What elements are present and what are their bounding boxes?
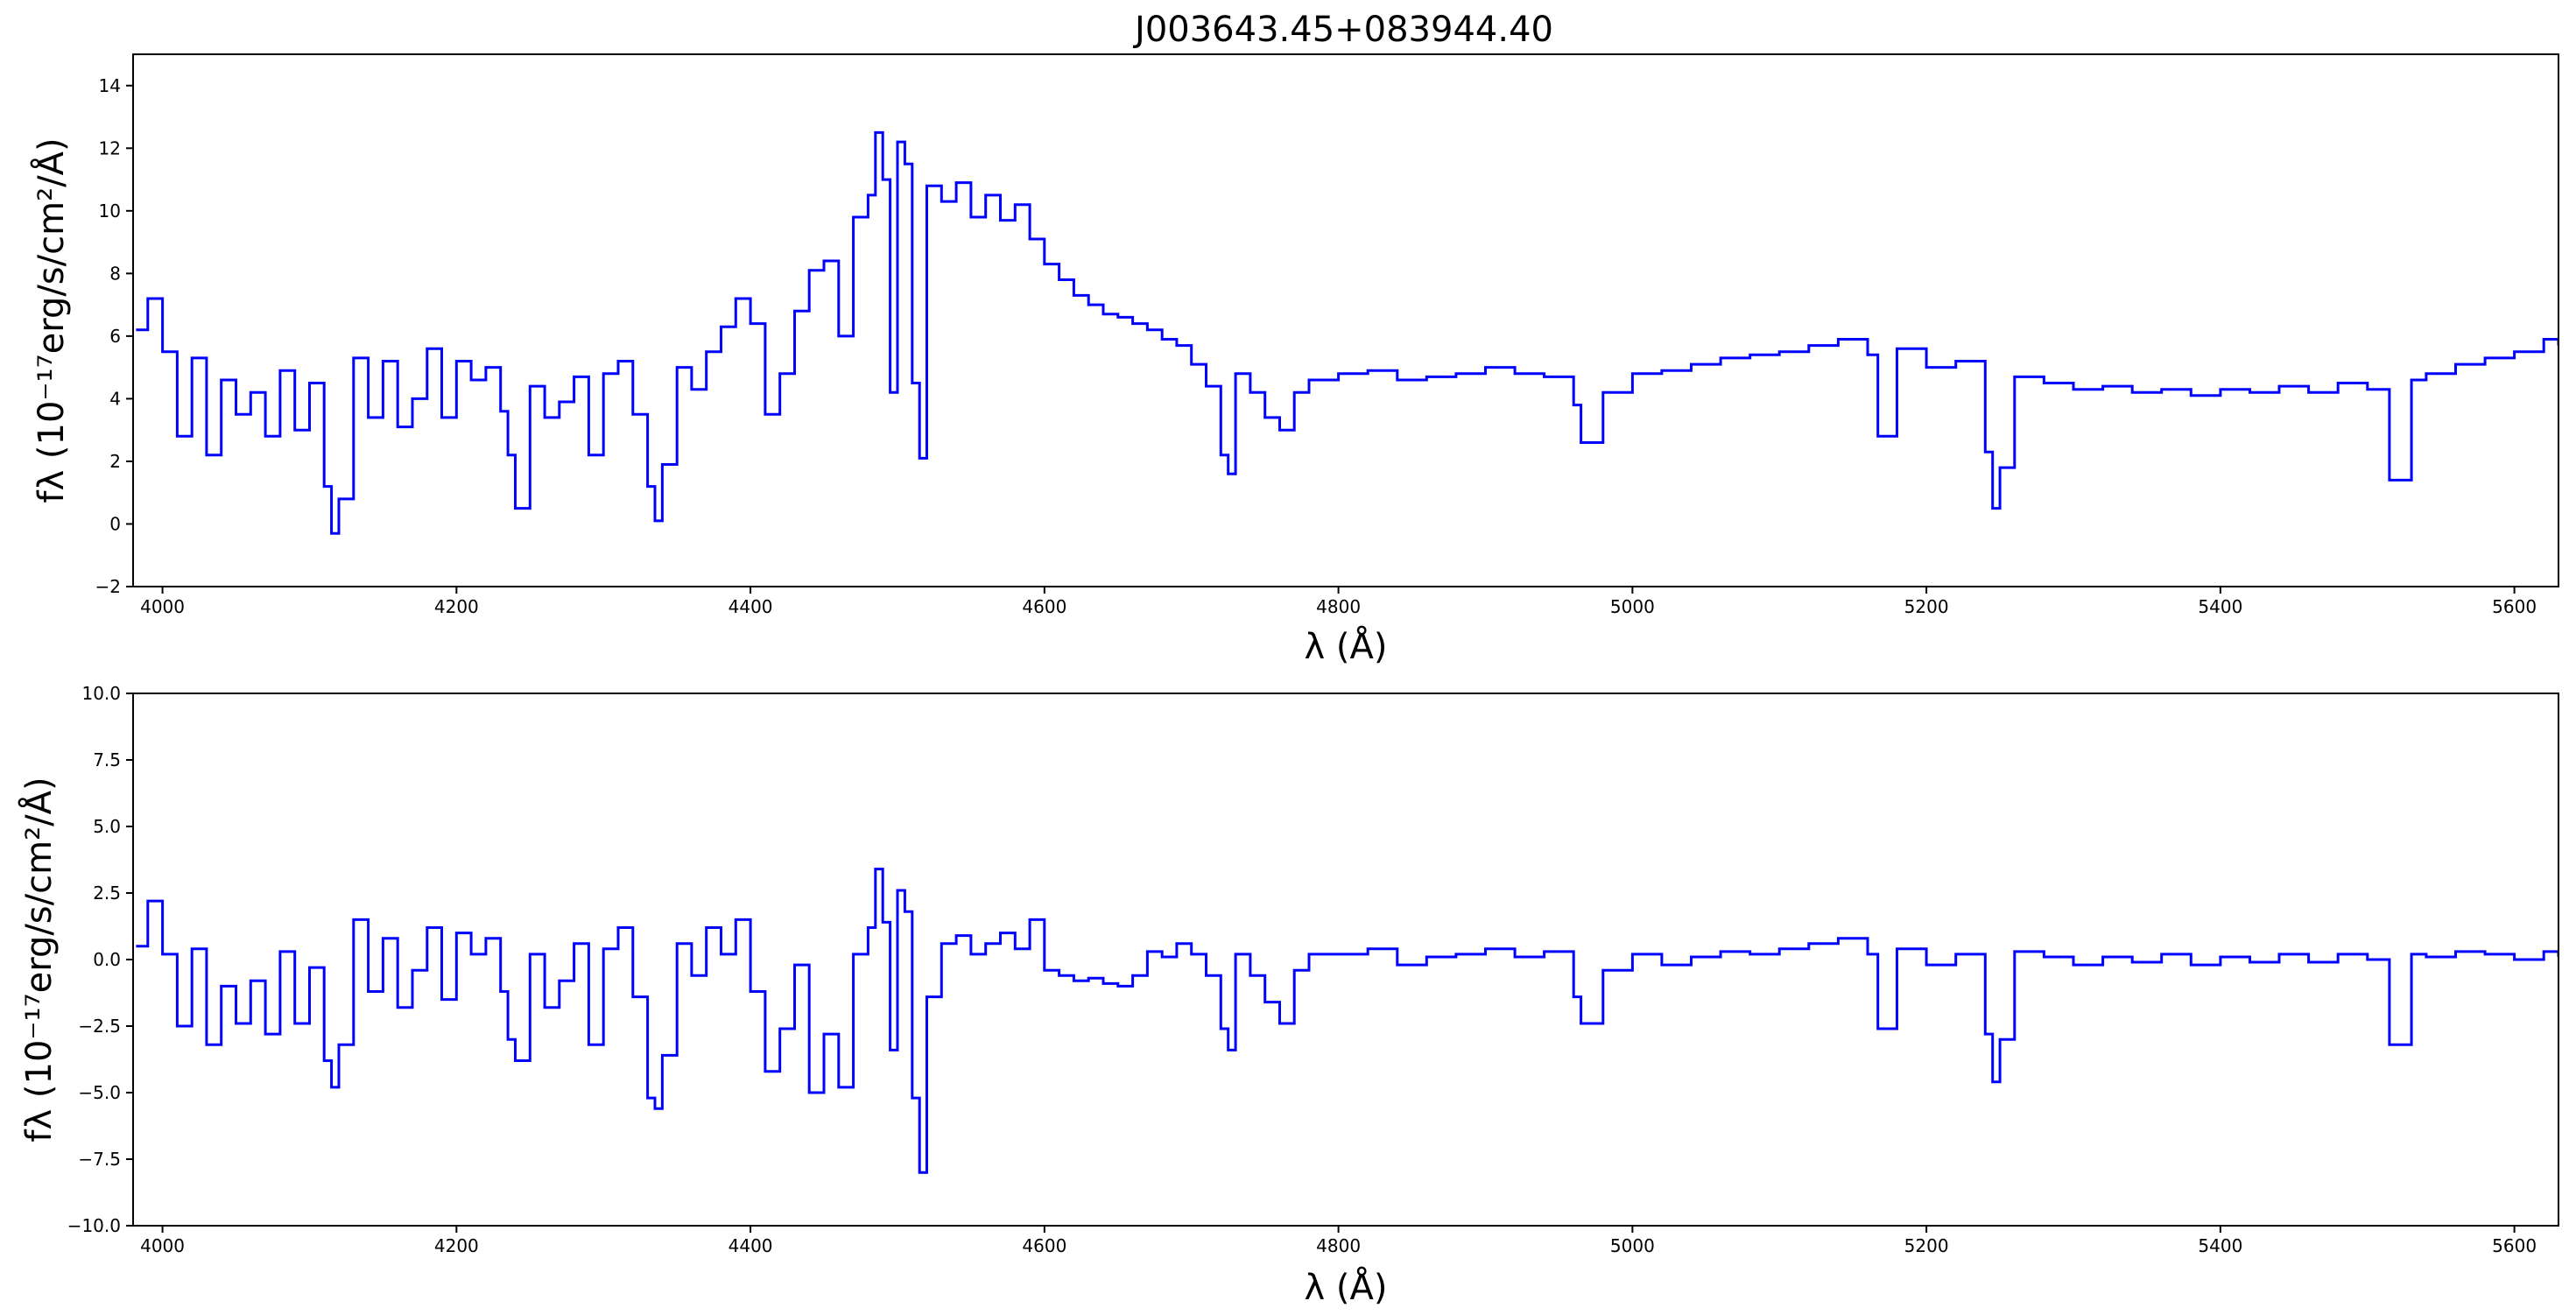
- y-tick-label: 2.5: [93, 883, 121, 904]
- spectrum-line-0-0: [136, 130, 2558, 535]
- x-tick-label: 4400: [728, 596, 773, 617]
- y-tick-label: 7.5: [93, 749, 121, 770]
- y-tick-label: −2: [95, 576, 121, 597]
- y-tick-label: 6: [109, 326, 121, 347]
- y-tick-label: −5.0: [78, 1082, 121, 1103]
- y-tick-label: 0.0: [93, 949, 121, 970]
- figure-title: J003643.45+083944.40: [1132, 10, 1553, 50]
- x-axis-label: λ (Å): [1305, 1266, 1388, 1308]
- axes-frame: [132, 53, 2559, 587]
- bottom-residual-panel: 4000 4200 4400 4600 4800 5000 5200 5400 5600 −10.…: [18, 683, 2559, 1308]
- x-tick-label: 4200: [434, 596, 479, 617]
- x-tick-label: 4000: [140, 1235, 185, 1256]
- x-tick-label: 5200: [1904, 596, 1949, 617]
- x-axis-label: λ (Å): [1305, 625, 1388, 667]
- y-tick-label: −10.0: [67, 1215, 121, 1236]
- spectrum-line-1-0: [136, 868, 2558, 1174]
- y-axis-label: fλ (10⁻¹⁷erg/s/cm²/Å): [18, 777, 60, 1142]
- x-tick-label: 4000: [140, 596, 185, 617]
- x-tick-label: 4200: [434, 1235, 479, 1256]
- y-tick-label: −2.5: [78, 1016, 121, 1037]
- x-tick-label: 5000: [1610, 1235, 1655, 1256]
- x-tick-label: 5400: [2198, 1235, 2242, 1256]
- x-tick-label: 5400: [2198, 596, 2242, 617]
- y-tick-label: 5.0: [93, 816, 121, 837]
- x-tick-label: 4400: [728, 1235, 773, 1256]
- x-tick-label: 5200: [1904, 1235, 1949, 1256]
- y-tick-label: −7.5: [78, 1149, 121, 1170]
- x-tick-label: 4800: [1316, 596, 1361, 617]
- x-tick-label: 4800: [1316, 1235, 1361, 1256]
- y-tick-label: 4: [109, 388, 121, 409]
- x-tick-label: 4600: [1022, 596, 1066, 617]
- y-axis-label: fλ (10⁻¹⁷erg/s/cm²/Å): [30, 137, 72, 503]
- x-tick-label: 5600: [2492, 596, 2537, 617]
- y-tick-label: 0: [109, 513, 121, 534]
- y-tick-label: 12: [99, 137, 121, 158]
- x-tick-label: 5600: [2492, 1235, 2537, 1256]
- x-tick-label: 4600: [1022, 1235, 1066, 1256]
- y-tick-label: 14: [99, 75, 121, 96]
- axes-frame: [132, 693, 2559, 1227]
- top-spectrum-panel: 4000 4200 4400 4600 4800 5000 5200 5400 5600 −2 0 2…: [30, 53, 2559, 667]
- x-tick-label: 5000: [1610, 596, 1655, 617]
- y-tick-label: 2: [109, 451, 121, 472]
- y-tick-label: 10.0: [81, 683, 121, 704]
- y-tick-label: 10: [99, 200, 121, 222]
- y-tick-label: 8: [109, 263, 121, 284]
